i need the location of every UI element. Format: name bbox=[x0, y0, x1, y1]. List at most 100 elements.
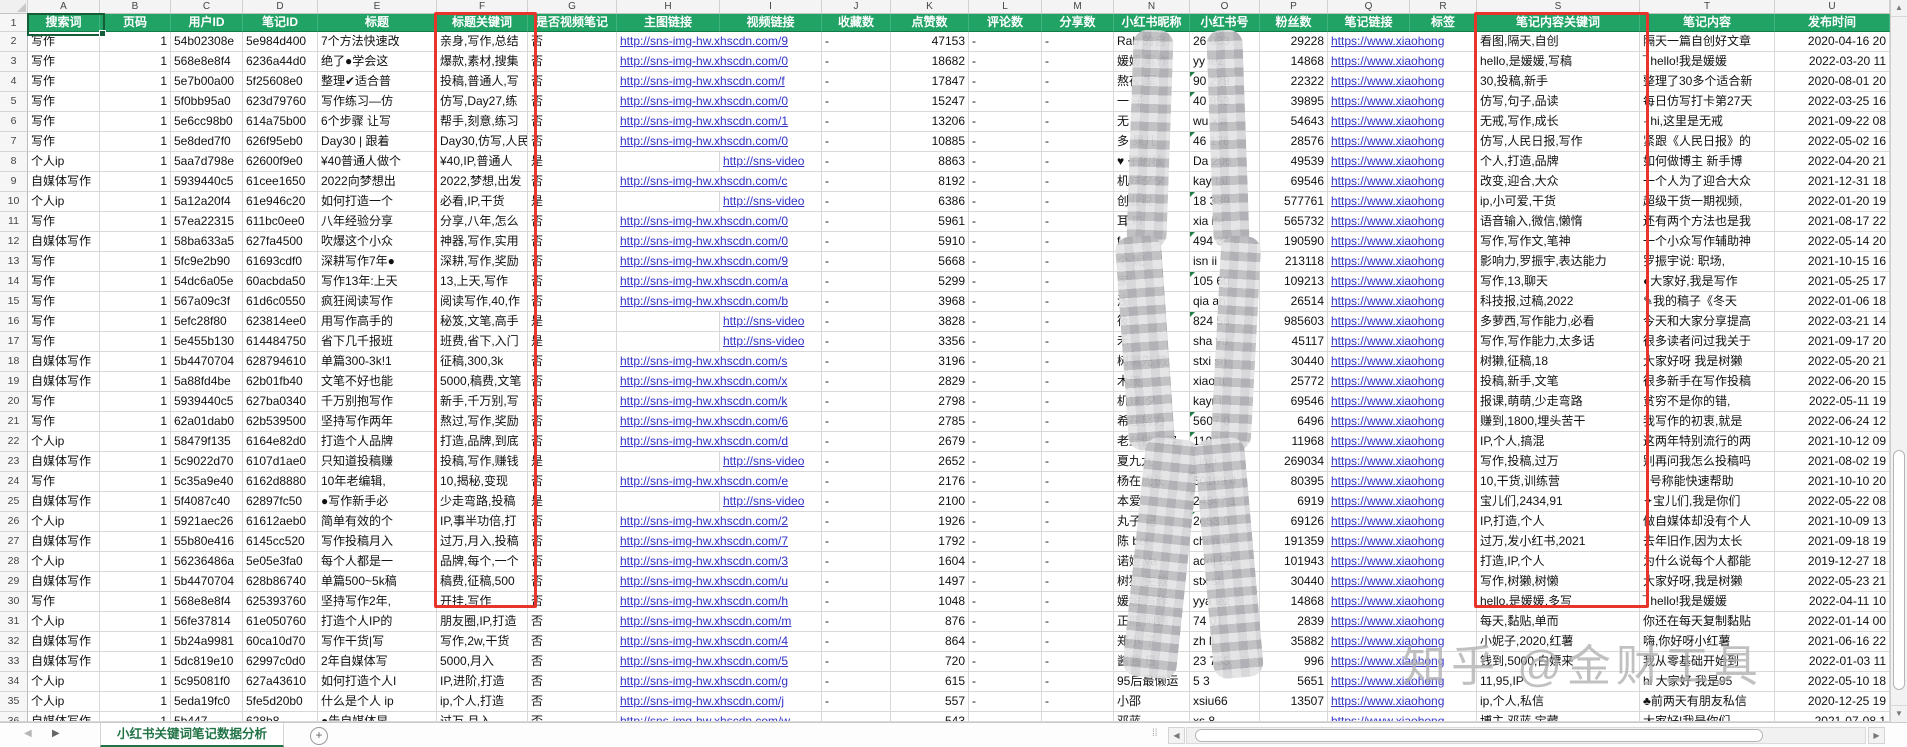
cell-A21[interactable]: 写作 bbox=[28, 412, 100, 432]
cell-Q28-note-link[interactable]: https://www.xiaohong bbox=[1328, 552, 1477, 572]
cell-N35[interactable]: 小邵 bbox=[1114, 692, 1190, 712]
cell-G32[interactable]: 否 bbox=[528, 632, 617, 652]
cell-A15[interactable]: 写作 bbox=[28, 292, 100, 312]
cell-K18[interactable]: 3196 bbox=[891, 352, 969, 372]
cell-C20[interactable]: 5939440c5 bbox=[171, 392, 243, 412]
cell-F9[interactable]: 2022,梦想,出发 bbox=[437, 172, 528, 192]
cell-U9[interactable]: 2021-12-31 18 bbox=[1775, 172, 1890, 192]
cell-U31[interactable]: 2022-01-14 00 bbox=[1775, 612, 1890, 632]
cell-C13[interactable]: 5fc9e2b90 bbox=[171, 252, 243, 272]
cell-U21[interactable]: 2022-06-24 12 bbox=[1775, 412, 1890, 432]
cell-L10[interactable]: - bbox=[969, 192, 1042, 212]
cell-J19[interactable]: - bbox=[822, 372, 891, 392]
cell-F2[interactable]: 亲身,写作,总结 bbox=[437, 32, 528, 52]
column-letter-N[interactable]: N bbox=[1114, 0, 1190, 14]
cell-L35[interactable]: - bbox=[969, 692, 1042, 712]
cell-M34[interactable]: - bbox=[1042, 672, 1114, 692]
cell-N23[interactable]: 夏九九 bbox=[1114, 452, 1190, 472]
cell-C36[interactable]: 5b447 bbox=[171, 712, 243, 722]
cell-T22[interactable]: 这两年特别流行的两 bbox=[1640, 432, 1775, 452]
cell-F8[interactable]: ¥40,IP,普通人 bbox=[437, 152, 528, 172]
column-letter-L[interactable]: L bbox=[969, 0, 1042, 14]
cell-O19[interactable]: xiao a bbox=[1190, 372, 1260, 392]
row-number[interactable]: 4 bbox=[0, 72, 28, 92]
cell-U26[interactable]: 2021-10-09 13 bbox=[1775, 512, 1890, 532]
cell-E29[interactable]: 单篇500~5k稿 bbox=[318, 572, 437, 592]
cell-J32[interactable]: - bbox=[822, 632, 891, 652]
cell-L29[interactable]: - bbox=[969, 572, 1042, 592]
cell-A23[interactable]: 自媒体写作 bbox=[28, 452, 100, 472]
cell-C29[interactable]: 5b4470704 bbox=[171, 572, 243, 592]
cell-Q8-note-link[interactable]: https://www.xiaohong bbox=[1328, 152, 1477, 172]
cell-C9[interactable]: 5939440c5 bbox=[171, 172, 243, 192]
cell-H13-image-link[interactable]: http://sns-img-hw.xhscdn.com/9 bbox=[617, 252, 822, 272]
cell-E31[interactable]: 打造个人IP的 bbox=[318, 612, 437, 632]
cell-E20[interactable]: 千万别抱写作 bbox=[318, 392, 437, 412]
cell-D28[interactable]: 5e05e3fa0 bbox=[243, 552, 318, 572]
cell-L20[interactable]: - bbox=[969, 392, 1042, 412]
cell-D17[interactable]: 614484750 bbox=[243, 332, 318, 352]
cell-Q9-note-link[interactable]: https://www.xiaohong bbox=[1328, 172, 1477, 192]
row-number[interactable]: 20 bbox=[0, 392, 28, 412]
cell-N9[interactable]: 机妹夕夕 bbox=[1114, 172, 1190, 192]
cell-L15[interactable]: - bbox=[969, 292, 1042, 312]
cell-N5[interactable]: 一 子 bbox=[1114, 92, 1190, 112]
cell-K21[interactable]: 2785 bbox=[891, 412, 969, 432]
cell-D18[interactable]: 628794610 bbox=[243, 352, 318, 372]
cell-L30[interactable]: - bbox=[969, 592, 1042, 612]
cell-H24-image-link[interactable]: http://sns-img-hw.xhscdn.com/e bbox=[617, 472, 822, 492]
cell-H33-image-link[interactable]: http://sns-img-hw.xhscdn.com/5 bbox=[617, 652, 822, 672]
cell-T12[interactable]: 一个小众写作辅助神 bbox=[1640, 232, 1775, 252]
row-number[interactable]: 6 bbox=[0, 112, 28, 132]
cell-H26-image-link[interactable]: http://sns-img-hw.xhscdn.com/2 bbox=[617, 512, 822, 532]
row-number[interactable]: 27 bbox=[0, 532, 28, 552]
cell-C32[interactable]: 5b24a9981 bbox=[171, 632, 243, 652]
cell-Q19-note-link[interactable]: https://www.xiaohong bbox=[1328, 372, 1477, 392]
cell-O24[interactable]: 50169 4 bbox=[1190, 472, 1260, 492]
cell-M23[interactable]: - bbox=[1042, 452, 1114, 472]
cell-A13[interactable]: 写作 bbox=[28, 252, 100, 272]
row-number[interactable]: 8 bbox=[0, 152, 28, 172]
cell-S9[interactable]: 改变,迎合,大众 bbox=[1477, 172, 1640, 192]
cell-C7[interactable]: 5e8ded7f0 bbox=[171, 132, 243, 152]
cell-T26[interactable]: 做自媒体却没有个人 bbox=[1640, 512, 1775, 532]
cell-E22[interactable]: 打造个人品牌 bbox=[318, 432, 437, 452]
cell-E27[interactable]: 写作投稿月入 bbox=[318, 532, 437, 552]
cell-P13[interactable]: 213118 bbox=[1260, 252, 1328, 272]
cell-T19[interactable]: 很多新手在写作投稿 bbox=[1640, 372, 1775, 392]
cell-C35[interactable]: 5eda19fc0 bbox=[171, 692, 243, 712]
cell-O21[interactable]: 5607 0 bbox=[1190, 412, 1260, 432]
cell-J12[interactable]: - bbox=[822, 232, 891, 252]
cell-N11[interactable]: 耳 Fi bbox=[1114, 212, 1190, 232]
cell-P27[interactable]: 191359 bbox=[1260, 532, 1328, 552]
row-number[interactable]: 30 bbox=[0, 592, 28, 612]
cell-D22[interactable]: 6164e82d0 bbox=[243, 432, 318, 452]
cell-K11[interactable]: 5961 bbox=[891, 212, 969, 232]
cell-A19[interactable]: 自媒体写作 bbox=[28, 372, 100, 392]
cell-B7[interactable]: 1 bbox=[100, 132, 171, 152]
cell-B15[interactable]: 1 bbox=[100, 292, 171, 312]
cell-O35[interactable]: xsiu66 bbox=[1190, 692, 1260, 712]
cell-H11-image-link[interactable]: http://sns-img-hw.xhscdn.com/0 bbox=[617, 212, 822, 232]
cell-L11[interactable]: - bbox=[969, 212, 1042, 232]
cell-U22[interactable]: 2021-10-12 09 bbox=[1775, 432, 1890, 452]
cell-K35[interactable]: 557 bbox=[891, 692, 969, 712]
column-letter-D[interactable]: D bbox=[243, 0, 318, 14]
cell-A17[interactable]: 写作 bbox=[28, 332, 100, 352]
cell-M10[interactable]: - bbox=[1042, 192, 1114, 212]
cell-P22[interactable]: 11968 bbox=[1260, 432, 1328, 452]
cell-J24[interactable]: - bbox=[822, 472, 891, 492]
cell-H29-image-link[interactable]: http://sns-img-hw.xhscdn.com/u bbox=[617, 572, 822, 592]
header-cell-E[interactable]: 标题 bbox=[318, 14, 437, 32]
row-number[interactable]: 5 bbox=[0, 92, 28, 112]
cell-L12[interactable]: - bbox=[969, 232, 1042, 252]
cell-E4[interactable]: 整理✔适合普 bbox=[318, 72, 437, 92]
cell-Q12-note-link[interactable]: https://www.xiaohong bbox=[1328, 232, 1477, 252]
cell-B17[interactable]: 1 bbox=[100, 332, 171, 352]
cell-U36[interactable]: 2021-07-08 1 bbox=[1775, 712, 1890, 722]
cell-B35[interactable]: 1 bbox=[100, 692, 171, 712]
cell-P24[interactable]: 80395 bbox=[1260, 472, 1328, 492]
cell-A31[interactable]: 个人ip bbox=[28, 612, 100, 632]
cell-M18[interactable]: - bbox=[1042, 352, 1114, 372]
cell-L21[interactable]: - bbox=[969, 412, 1042, 432]
